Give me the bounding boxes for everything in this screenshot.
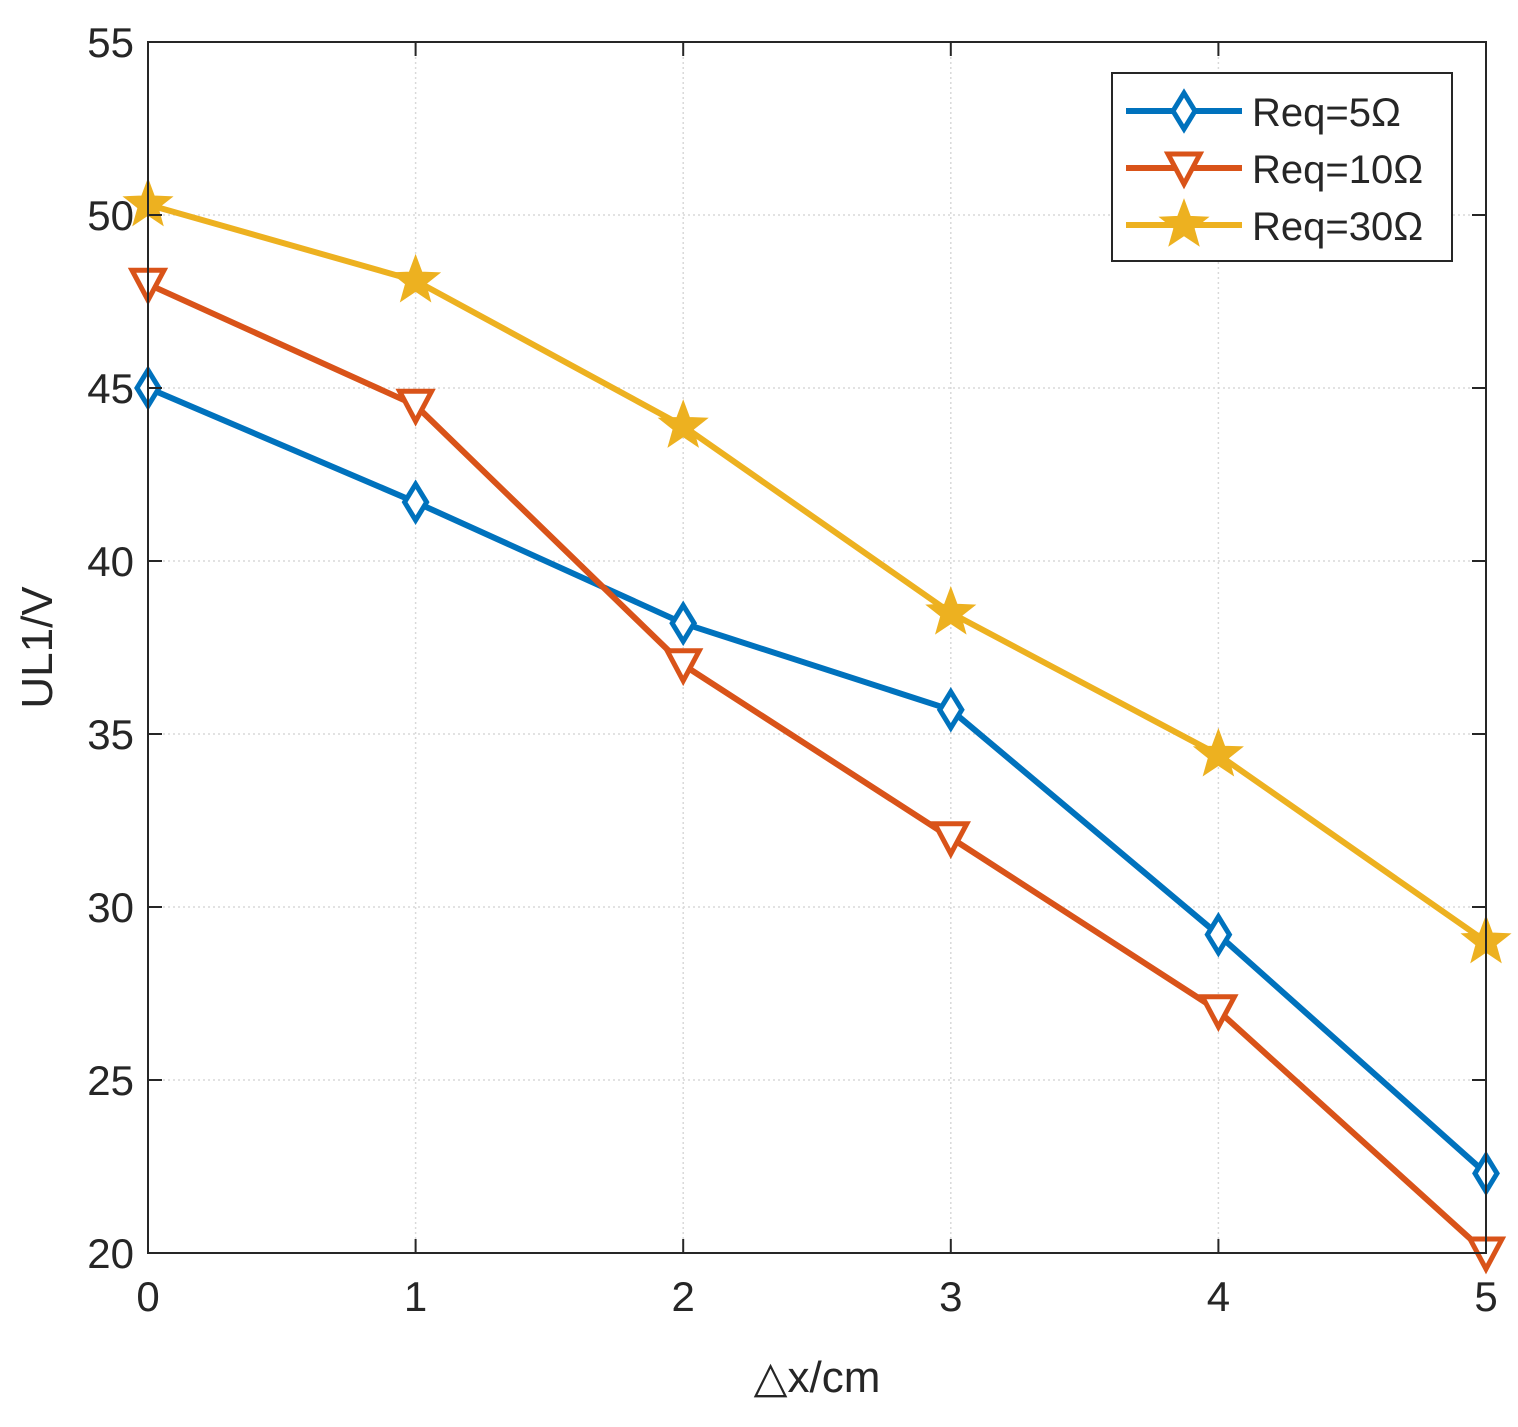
y-tick-label: 55 bbox=[87, 19, 134, 66]
data-point bbox=[401, 479, 430, 525]
x-tick-label: 1 bbox=[404, 1273, 427, 1320]
y-tick-label: 50 bbox=[87, 192, 134, 239]
legend-marker bbox=[1170, 88, 1198, 134]
x-tick-label: 0 bbox=[136, 1273, 159, 1320]
data-point bbox=[936, 686, 965, 733]
y-axis-label: UL1/V bbox=[13, 586, 62, 709]
legend-entry: Req=10Ω bbox=[1126, 148, 1423, 192]
series-1 bbox=[134, 365, 1500, 1197]
legend: Req=5Ω Req=10Ω Req=30Ω bbox=[1111, 72, 1453, 262]
data-point bbox=[925, 586, 977, 635]
x-axis-label: △x/cm bbox=[754, 1353, 881, 1402]
series-line bbox=[147, 201, 1488, 945]
legend-label: Req=10Ω bbox=[1252, 148, 1423, 192]
series-line bbox=[146, 281, 1489, 1256]
legend-marker bbox=[1158, 198, 1210, 247]
data-point bbox=[395, 388, 436, 427]
data-point bbox=[1198, 994, 1239, 1033]
series bbox=[122, 177, 1512, 1275]
series-line bbox=[146, 385, 1488, 1176]
data-point bbox=[930, 821, 971, 860]
legend-label: Req=5Ω bbox=[1252, 91, 1401, 135]
series-3 bbox=[122, 177, 1512, 964]
data-point bbox=[663, 648, 704, 687]
legend-entry: Req=5Ω bbox=[1126, 88, 1401, 135]
legend-entry: Req=30Ω bbox=[1126, 198, 1423, 249]
data-point bbox=[657, 399, 709, 448]
data-point bbox=[1192, 727, 1244, 777]
y-tick-label: 45 bbox=[87, 365, 134, 412]
data-point bbox=[669, 600, 698, 647]
data-point bbox=[1204, 911, 1233, 958]
series-2 bbox=[127, 267, 1507, 1275]
x-tick-label: 2 bbox=[672, 1273, 695, 1320]
y-tick-label: 40 bbox=[87, 538, 134, 585]
legend-label: Req=30Ω bbox=[1252, 205, 1423, 249]
x-tick-label: 4 bbox=[1207, 1273, 1230, 1320]
axes-box bbox=[147, 41, 1487, 1254]
x-tick-label: 5 bbox=[1474, 1273, 1497, 1320]
y-tick-label: 30 bbox=[87, 884, 134, 931]
y-tick-label: 25 bbox=[87, 1057, 134, 1104]
x-tick-label: 3 bbox=[939, 1273, 962, 1320]
data-point bbox=[390, 253, 442, 303]
y-tick-label: 35 bbox=[87, 711, 134, 758]
legend-marker bbox=[1163, 151, 1205, 190]
y-tick-label: 20 bbox=[87, 1230, 134, 1277]
